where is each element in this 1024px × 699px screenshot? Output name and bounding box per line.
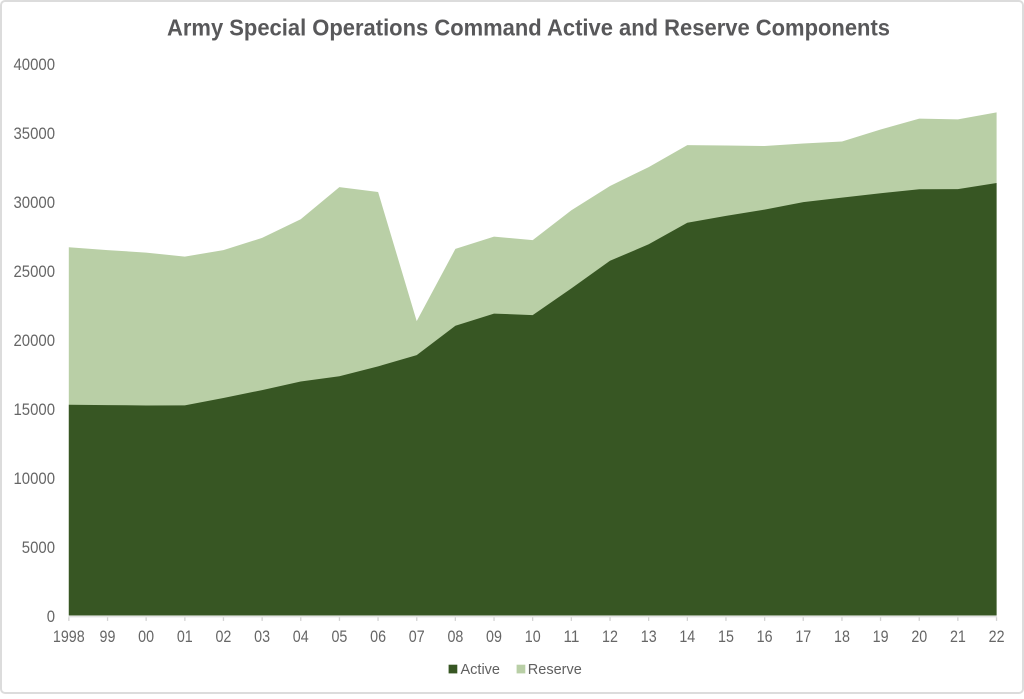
svg-text:Active: Active bbox=[461, 662, 501, 678]
svg-text:18: 18 bbox=[834, 627, 850, 646]
svg-text:08: 08 bbox=[447, 627, 463, 646]
svg-text:16: 16 bbox=[757, 627, 773, 646]
svg-text:04: 04 bbox=[293, 627, 309, 646]
svg-text:11: 11 bbox=[563, 627, 579, 646]
svg-text:02: 02 bbox=[215, 627, 231, 646]
svg-text:00: 00 bbox=[138, 627, 154, 646]
svg-text:12: 12 bbox=[602, 627, 618, 646]
svg-text:06: 06 bbox=[370, 627, 386, 646]
svg-text:07: 07 bbox=[409, 627, 425, 646]
svg-text:Reserve: Reserve bbox=[528, 662, 582, 678]
svg-text:0: 0 bbox=[47, 607, 55, 626]
svg-text:20000: 20000 bbox=[14, 331, 56, 350]
svg-text:20: 20 bbox=[911, 627, 927, 646]
svg-text:10: 10 bbox=[525, 627, 541, 646]
svg-text:10000: 10000 bbox=[14, 469, 56, 488]
svg-text:99: 99 bbox=[100, 627, 116, 646]
svg-text:40000: 40000 bbox=[14, 55, 56, 74]
svg-text:19: 19 bbox=[873, 627, 889, 646]
svg-text:14: 14 bbox=[679, 627, 695, 646]
svg-text:35000: 35000 bbox=[14, 124, 56, 143]
svg-text:03: 03 bbox=[254, 627, 270, 646]
svg-text:01: 01 bbox=[177, 627, 193, 646]
svg-text:5000: 5000 bbox=[22, 538, 55, 557]
svg-text:13: 13 bbox=[641, 627, 657, 646]
svg-text:05: 05 bbox=[331, 627, 347, 646]
svg-text:21: 21 bbox=[950, 627, 966, 646]
svg-text:15000: 15000 bbox=[14, 400, 56, 419]
svg-text:30000: 30000 bbox=[14, 193, 56, 212]
svg-text:17: 17 bbox=[795, 627, 811, 646]
svg-text:22: 22 bbox=[989, 627, 1005, 646]
svg-text:15: 15 bbox=[718, 627, 734, 646]
svg-text:1998: 1998 bbox=[53, 627, 85, 646]
svg-text:25000: 25000 bbox=[14, 262, 56, 281]
svg-text:09: 09 bbox=[486, 627, 502, 646]
svg-text:Army Special Operations Comman: Army Special Operations Command Active a… bbox=[167, 15, 890, 41]
